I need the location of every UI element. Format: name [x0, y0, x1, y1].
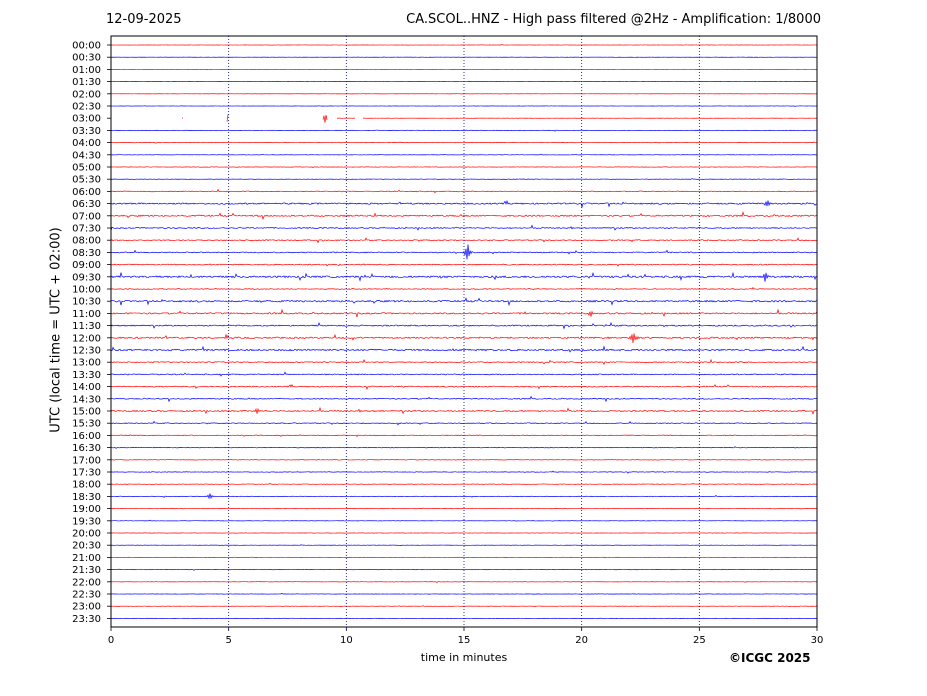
row-label: 00:00 — [72, 41, 101, 52]
row-label: 21:00 — [72, 553, 101, 564]
trace-0400 — [110, 141, 818, 144]
row-label: 16:00 — [72, 431, 101, 442]
plot-date: 12-09-2025 — [106, 12, 182, 27]
x-tick-label: 15 — [458, 635, 471, 646]
row-label: 15:30 — [72, 419, 101, 430]
trace-0330 — [110, 129, 818, 132]
row-label: 14:00 — [72, 382, 101, 393]
trace-1430 — [110, 395, 818, 403]
x-tick-label: 0 — [108, 635, 114, 646]
row-label: 01:00 — [72, 65, 101, 76]
row-label: 17:30 — [72, 468, 101, 479]
trace-0500 — [110, 166, 818, 168]
trace-1400 — [110, 384, 818, 391]
trace-2130 — [110, 568, 818, 571]
x-tick-label: 20 — [575, 635, 588, 646]
row-label: 13:30 — [72, 370, 101, 381]
row-label: 18:30 — [72, 492, 101, 503]
trace-0600 — [110, 188, 818, 194]
x-tick-label: 30 — [811, 635, 824, 646]
row-label: 03:00 — [72, 114, 101, 125]
row-label: 12:00 — [72, 333, 101, 344]
row-label: 14:30 — [72, 394, 101, 405]
trace-0430 — [111, 153, 818, 156]
trace-1230 — [110, 345, 818, 353]
row-label: 09:00 — [72, 260, 101, 271]
row-label: 06:30 — [72, 199, 101, 210]
row-label: 03:30 — [72, 126, 101, 137]
row-label: 20:30 — [72, 541, 101, 552]
x-tick-label: 10 — [340, 635, 353, 646]
trace-1930 — [110, 519, 818, 522]
trace-1830 — [110, 493, 818, 500]
trace-1300 — [110, 358, 818, 366]
row-label: 16:30 — [72, 443, 101, 454]
trace-0300 — [181, 114, 818, 123]
trace-1130 — [110, 321, 818, 330]
row-label: 22:30 — [72, 590, 101, 601]
row-label: 04:30 — [72, 150, 101, 161]
row-label: 09:30 — [72, 272, 101, 283]
row-label: 11:30 — [72, 321, 101, 332]
row-label: 20:00 — [72, 529, 101, 540]
trace-1200 — [110, 333, 818, 343]
row-label: 05:00 — [72, 163, 101, 174]
trace-1030 — [110, 297, 818, 307]
x-tick-label: 25 — [693, 635, 706, 646]
row-label: 11:00 — [72, 309, 101, 320]
row-label: 07:00 — [72, 211, 101, 222]
trace-1100 — [110, 308, 818, 318]
row-label: 10:30 — [72, 297, 101, 308]
trace-1330 — [110, 371, 818, 377]
row-label: 23:30 — [72, 614, 101, 625]
x-tick-label: 5 — [225, 635, 231, 646]
trace-0630 — [110, 200, 818, 209]
row-label: 07:30 — [72, 224, 101, 235]
plot-frame — [110, 35, 818, 628]
trace-layer — [110, 44, 818, 620]
row-label: 13:00 — [72, 358, 101, 369]
row-label: 06:00 — [72, 187, 101, 198]
row-label: 01:30 — [72, 77, 101, 88]
row-label: 18:00 — [72, 480, 101, 491]
trace-2030 — [110, 544, 818, 546]
trace-2200 — [110, 580, 818, 584]
plot-title: CA.SCOL..HNZ - High pass filtered @2Hz -… — [406, 12, 821, 27]
row-label: 19:30 — [72, 516, 101, 527]
trace-1800 — [110, 482, 818, 485]
grid-layer — [228, 36, 700, 627]
row-label: 12:30 — [72, 346, 101, 357]
trace-0530 — [110, 178, 818, 180]
row-label: 02:00 — [72, 89, 101, 100]
row-label: 23:00 — [72, 602, 101, 613]
row-label: 05:30 — [72, 175, 101, 186]
row-label: 08:00 — [72, 236, 101, 247]
row-label: 08:30 — [72, 248, 101, 259]
x-axis-label: time in minutes — [420, 651, 508, 664]
trace-1900 — [110, 507, 818, 510]
row-label: 10:00 — [72, 285, 101, 296]
row-label: 04:00 — [72, 138, 101, 149]
copyright-credit: ©ICGC 2025 — [729, 651, 811, 665]
row-label: 21:30 — [72, 565, 101, 576]
row-label: 17:00 — [72, 455, 101, 466]
row-label: 19:00 — [72, 504, 101, 515]
row-label: 00:30 — [72, 53, 101, 64]
row-label: 02:30 — [72, 102, 101, 113]
trace-2230 — [110, 592, 818, 595]
row-label: 22:00 — [72, 577, 101, 588]
trace-1000 — [110, 286, 818, 290]
row-label: 15:00 — [72, 407, 101, 418]
